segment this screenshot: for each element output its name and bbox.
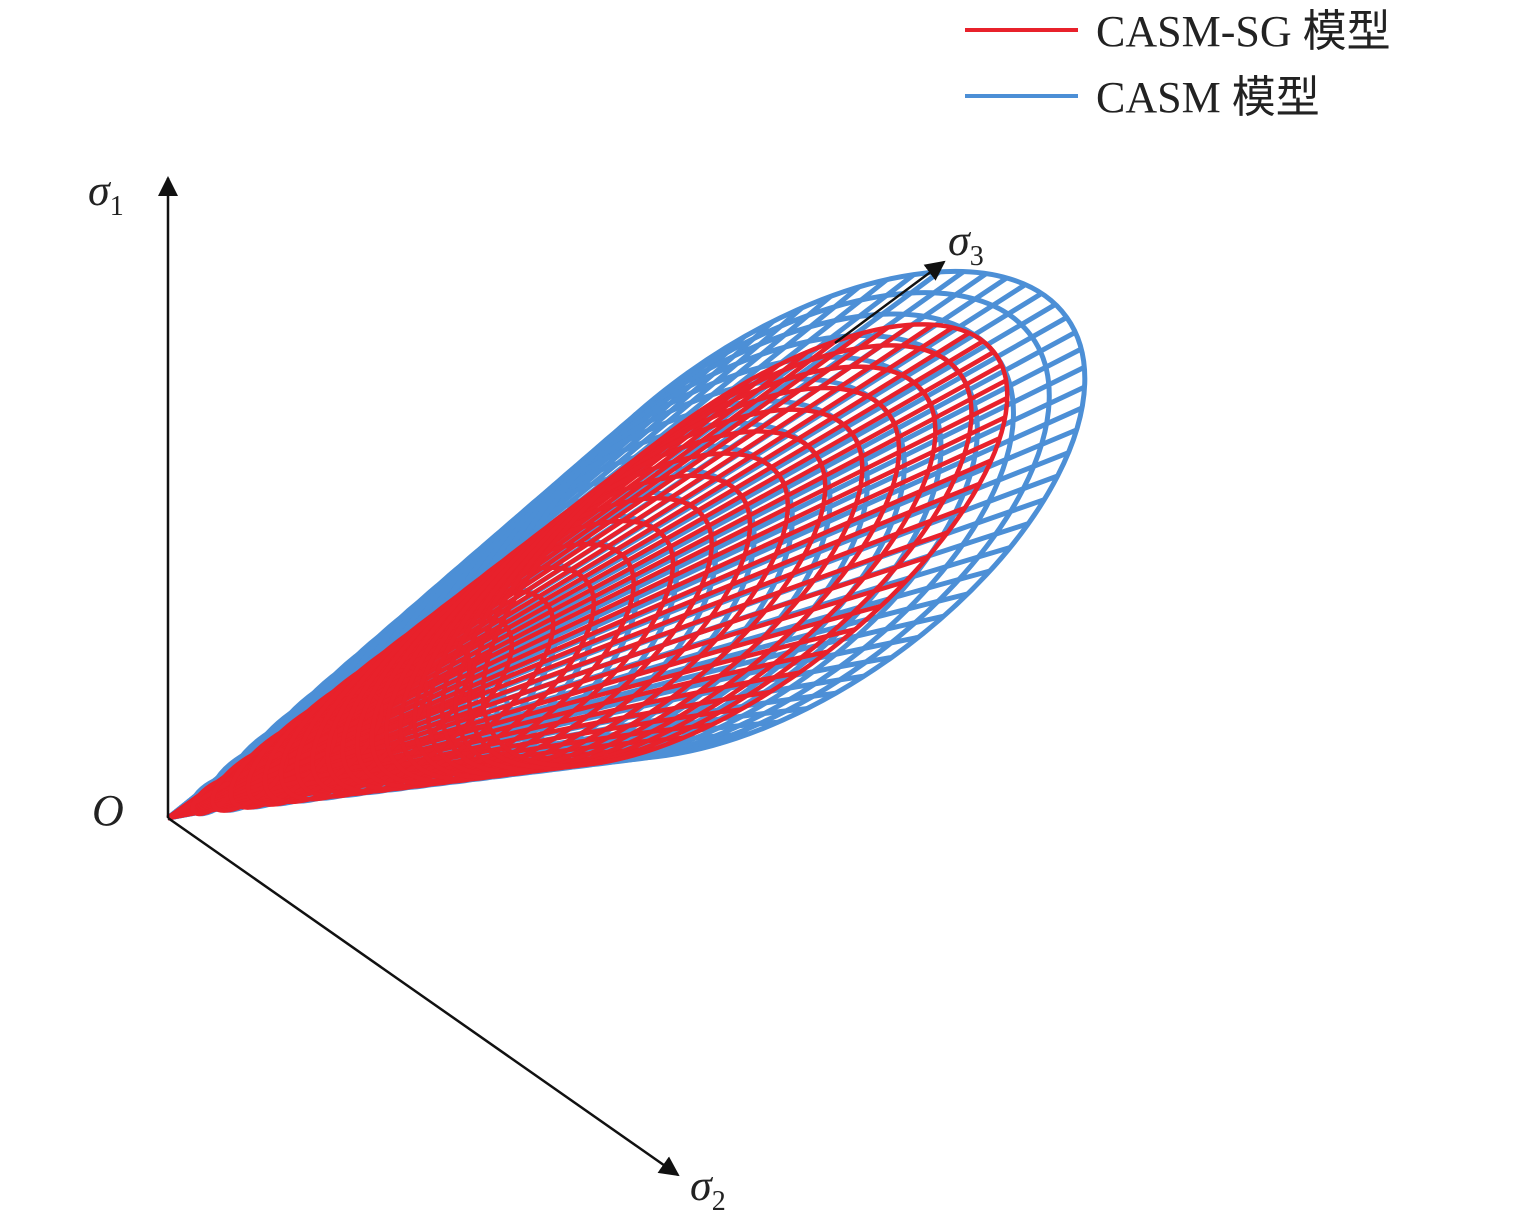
legend: CASM-SG 模型 CASM 模型 [965, 7, 1391, 122]
sigma2-label: σ2 [690, 1161, 726, 1217]
legend-label-casm: CASM 模型 [1096, 73, 1320, 122]
casm-sg-surface-mesh [166, 322, 1010, 821]
sigma2-subscript: 2 [712, 1186, 726, 1217]
sigma3-axis [834, 260, 946, 345]
sigma3-subscript: 3 [970, 241, 984, 272]
origin-label: O [92, 786, 124, 835]
legend-label-casm-sg: CASM-SG 模型 [1096, 7, 1391, 56]
casm-sg-ring [480, 322, 1010, 768]
sigma2-axis [167, 816, 680, 1177]
casm-sg-generator-line [166, 339, 985, 820]
axes [158, 176, 946, 1177]
sigma2-symbol: σ [690, 1161, 714, 1210]
sigma1-label: σ1 [88, 166, 124, 222]
sigma1-symbol: σ [88, 166, 112, 215]
sigma3-symbol: σ [948, 216, 972, 265]
sigma1-subscript: 1 [110, 191, 124, 222]
sigma3-label: σ3 [948, 216, 984, 272]
casm-sg-ring [245, 690, 384, 807]
